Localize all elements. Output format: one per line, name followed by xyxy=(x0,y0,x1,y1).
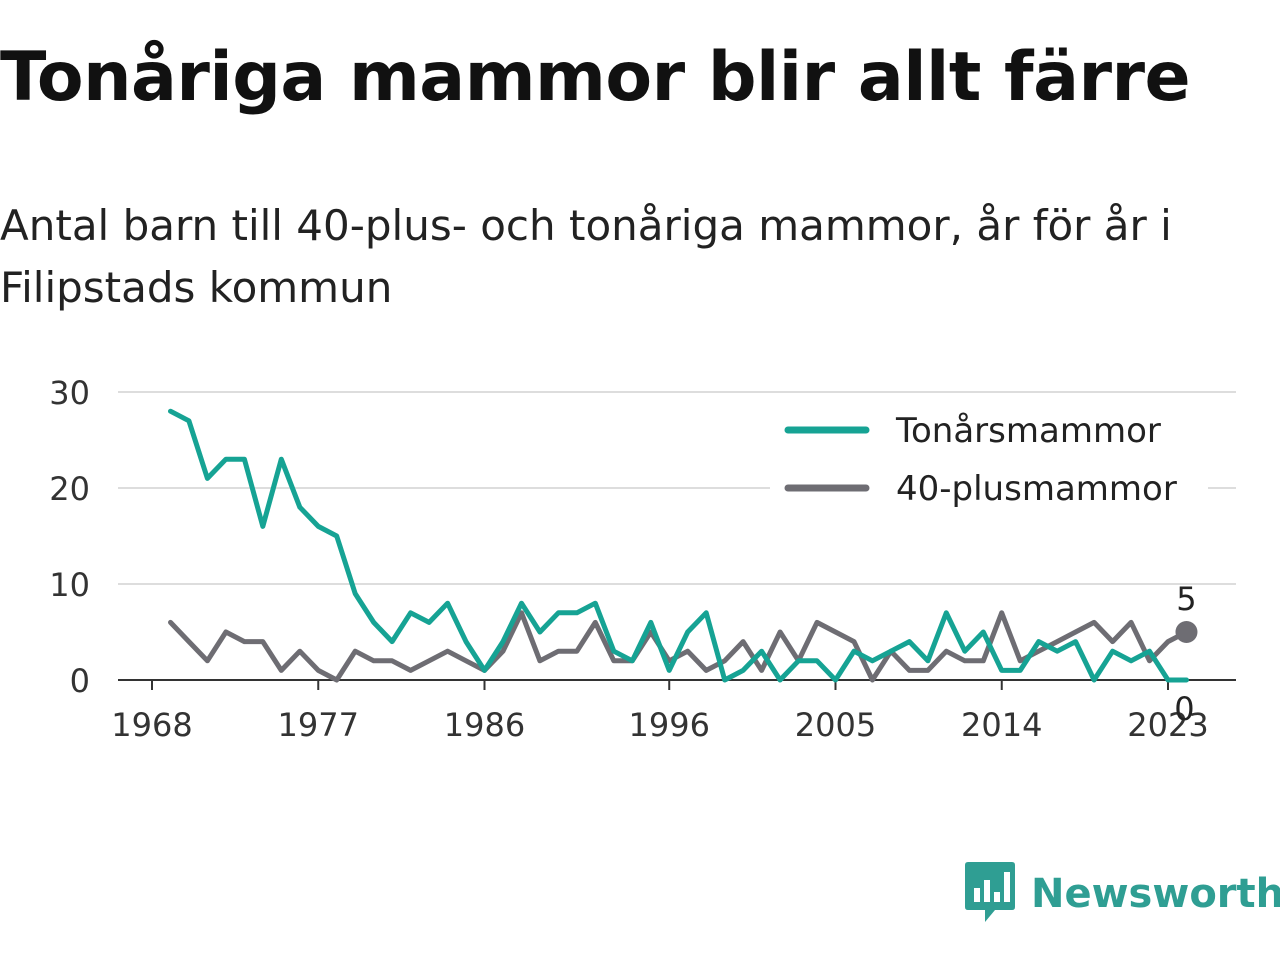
x-tick-label: 1968 xyxy=(111,706,192,744)
y-tick-label: 20 xyxy=(49,470,90,508)
x-tick-label: 2005 xyxy=(795,706,876,744)
x-tick-label: 1986 xyxy=(444,706,525,744)
y-tick-label: 10 xyxy=(49,566,90,604)
newsworthy-logo-icon xyxy=(965,862,1015,922)
chart-title: Tonåriga mammor blir allt färre xyxy=(0,38,1191,117)
legend-label: Tonårsmammor xyxy=(895,411,1161,451)
y-tick-label: 0 xyxy=(70,662,90,700)
brand-logo: Newsworthy xyxy=(965,862,1280,926)
x-tick-label: 1996 xyxy=(629,706,710,744)
end-value-label: 5 xyxy=(1176,580,1196,618)
series-line-tonarsmammor xyxy=(168,408,1189,683)
x-tick-label: 2023 xyxy=(1127,706,1208,744)
legend-label: 40-plusmammor xyxy=(896,469,1177,509)
end-point-marker xyxy=(1175,621,1198,643)
brand-name: Newsworthy xyxy=(1031,871,1280,917)
y-tick-label: 30 xyxy=(49,374,90,412)
x-tick-label: 1977 xyxy=(278,706,359,744)
line-chart: 0 10 20 30 1968 1977 1986 1996 2005 2014 2023 5 0 Ton… xyxy=(49,374,1236,744)
end-value-label: 0 xyxy=(1174,690,1194,728)
x-tick-label: 2014 xyxy=(961,706,1042,744)
chart-subtitle: Antal barn till 40-plus- och tonåriga ma… xyxy=(0,201,1172,312)
